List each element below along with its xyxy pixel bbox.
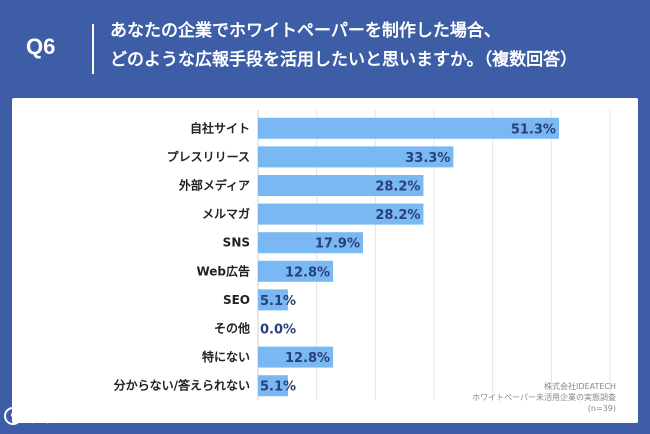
source-note: 株式会社IDEATECH ホワイトペーパー未活用企業の実態調査 (n=39): [396, 381, 616, 414]
question-header: Q6 あなたの企業でホワイトペーパーを制作した場合、 どのような広報手段を活用し…: [0, 0, 650, 92]
bar: [258, 117, 559, 139]
value-label: 17.9%: [315, 237, 360, 252]
bar: [258, 289, 288, 311]
category-label: 自社サイト: [190, 120, 250, 135]
bar-chart: 自社サイト 51.3% プレスリリース 33.3% 外部メディア 28.2% メルマガ 28.…: [114, 110, 611, 400]
source-sample-size: (n=39): [587, 404, 616, 413]
value-label: 5.1%: [260, 294, 296, 309]
bar: [258, 346, 334, 368]
value-label: 12.8%: [285, 265, 330, 280]
bar: [258, 260, 334, 282]
value-label: 12.8%: [285, 351, 330, 366]
source-company: 株式会社IDEATECH: [544, 382, 616, 391]
bar: [258, 175, 424, 196]
question-line-2: どのような広報手段を活用したいと思いますか。（複数回答）: [110, 50, 578, 70]
category-label: プレスリリース: [167, 149, 250, 164]
source-survey: ホワイトペーパー未活用企業の実態調査: [472, 393, 616, 402]
category-label: SEO: [223, 293, 250, 307]
logo-icon: [4, 407, 22, 425]
category-label: 分からない/答えられない: [114, 378, 250, 393]
bar: [258, 375, 288, 397]
question-number: Q6: [26, 34, 56, 59]
value-label: 33.3%: [405, 151, 450, 166]
category-label: 特にない: [202, 349, 250, 364]
category-label: SNS: [223, 236, 250, 250]
bar: [258, 146, 454, 168]
brand-logo: リサピー: [4, 404, 86, 428]
value-label: 28.2%: [375, 180, 420, 195]
bar: [258, 232, 364, 254]
logo-text: リサピー: [26, 407, 87, 426]
header-divider: [92, 24, 94, 74]
category-label: 外部メディア: [179, 178, 250, 193]
question-text: あなたの企業でホワイトペーパーを制作した場合、 どのような広報手段を活用したいと…: [110, 17, 640, 75]
value-label: 5.1%: [260, 380, 296, 395]
category-label: Web広告: [196, 263, 250, 278]
category-label: メルマガ: [202, 206, 250, 221]
category-label: その他: [214, 321, 250, 336]
chart-panel: 自社サイト 51.3% プレスリリース 33.3% 外部メディア 28.2% メルマガ 28.…: [12, 98, 638, 423]
value-label: 0.0%: [260, 323, 296, 338]
question-line-1: あなたの企業でホワイトペーパーを制作した場合、: [110, 21, 501, 41]
value-label: 28.2%: [375, 208, 420, 223]
bar: [258, 203, 424, 225]
value-label: 51.3%: [511, 122, 556, 137]
